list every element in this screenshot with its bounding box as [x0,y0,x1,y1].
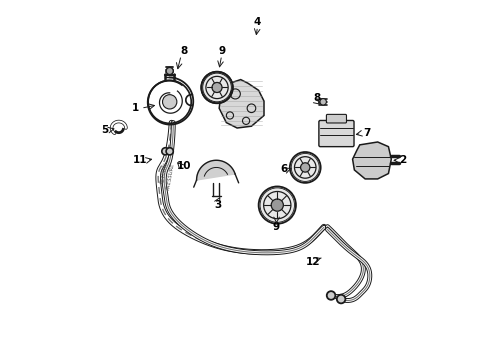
Polygon shape [219,80,264,128]
Text: 11: 11 [133,155,147,165]
Polygon shape [196,160,235,180]
Text: 4: 4 [254,17,261,27]
Text: 3: 3 [215,200,222,210]
Text: 2: 2 [399,155,406,165]
Circle shape [271,199,283,211]
Circle shape [327,291,335,300]
Circle shape [162,148,169,155]
Circle shape [201,72,233,103]
Text: 10: 10 [177,161,191,171]
Circle shape [300,163,310,172]
Circle shape [320,99,326,105]
Circle shape [290,152,320,183]
Text: RETURN: RETURN [160,162,169,184]
Text: PRESSURE: PRESSURE [166,162,175,190]
Circle shape [259,186,296,224]
Text: 6: 6 [281,164,288,174]
Circle shape [163,95,177,109]
Text: 12: 12 [306,257,320,267]
Circle shape [212,82,222,93]
FancyBboxPatch shape [326,114,346,123]
Text: 9: 9 [273,222,280,231]
Circle shape [166,67,173,75]
FancyBboxPatch shape [319,121,354,147]
Text: 8: 8 [180,46,188,56]
Circle shape [337,295,345,303]
Text: 7: 7 [363,129,370,138]
Text: 1: 1 [132,103,139,113]
Text: 9: 9 [218,46,225,56]
Polygon shape [353,142,392,179]
Text: 5: 5 [101,125,108,135]
Text: 8: 8 [313,93,320,103]
Circle shape [166,148,173,155]
